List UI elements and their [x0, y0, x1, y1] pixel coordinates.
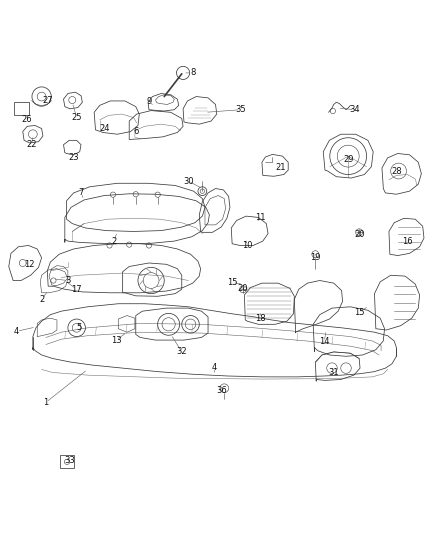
Text: 33: 33 — [64, 456, 74, 465]
Text: 22: 22 — [26, 140, 37, 149]
Text: 35: 35 — [236, 105, 246, 114]
Text: 5: 5 — [76, 324, 81, 332]
Text: 11: 11 — [255, 213, 266, 222]
Text: 29: 29 — [343, 155, 353, 164]
Text: 27: 27 — [43, 96, 53, 106]
Text: 15: 15 — [354, 308, 364, 317]
Text: 31: 31 — [328, 368, 339, 377]
Text: 34: 34 — [350, 105, 360, 114]
Text: 18: 18 — [255, 314, 266, 322]
Text: 14: 14 — [319, 337, 329, 346]
Text: 16: 16 — [402, 237, 413, 246]
Text: 7: 7 — [78, 189, 84, 197]
Text: 24: 24 — [100, 124, 110, 133]
Text: 15: 15 — [227, 278, 237, 287]
Text: 23: 23 — [68, 154, 79, 163]
Text: 10: 10 — [242, 241, 253, 250]
Text: 9: 9 — [146, 98, 152, 106]
Text: 2: 2 — [39, 295, 44, 304]
Text: 21: 21 — [275, 164, 286, 173]
Text: 4: 4 — [212, 363, 217, 372]
Text: 25: 25 — [71, 113, 82, 122]
Text: 32: 32 — [177, 348, 187, 357]
Text: 3: 3 — [65, 276, 71, 285]
Text: 36: 36 — [216, 385, 226, 394]
Text: 1: 1 — [43, 398, 49, 407]
Text: 28: 28 — [391, 166, 402, 175]
Text: 6: 6 — [133, 127, 138, 136]
Text: 20: 20 — [238, 284, 248, 293]
Text: 2: 2 — [111, 237, 117, 246]
Text: 19: 19 — [310, 253, 321, 262]
Text: 17: 17 — [71, 285, 82, 294]
Text: 26: 26 — [21, 115, 32, 124]
Text: 30: 30 — [183, 176, 194, 185]
Text: 13: 13 — [111, 336, 121, 344]
Text: 4: 4 — [14, 327, 19, 336]
Text: 8: 8 — [190, 68, 195, 77]
Text: 20: 20 — [354, 230, 364, 239]
Text: 12: 12 — [25, 260, 35, 269]
